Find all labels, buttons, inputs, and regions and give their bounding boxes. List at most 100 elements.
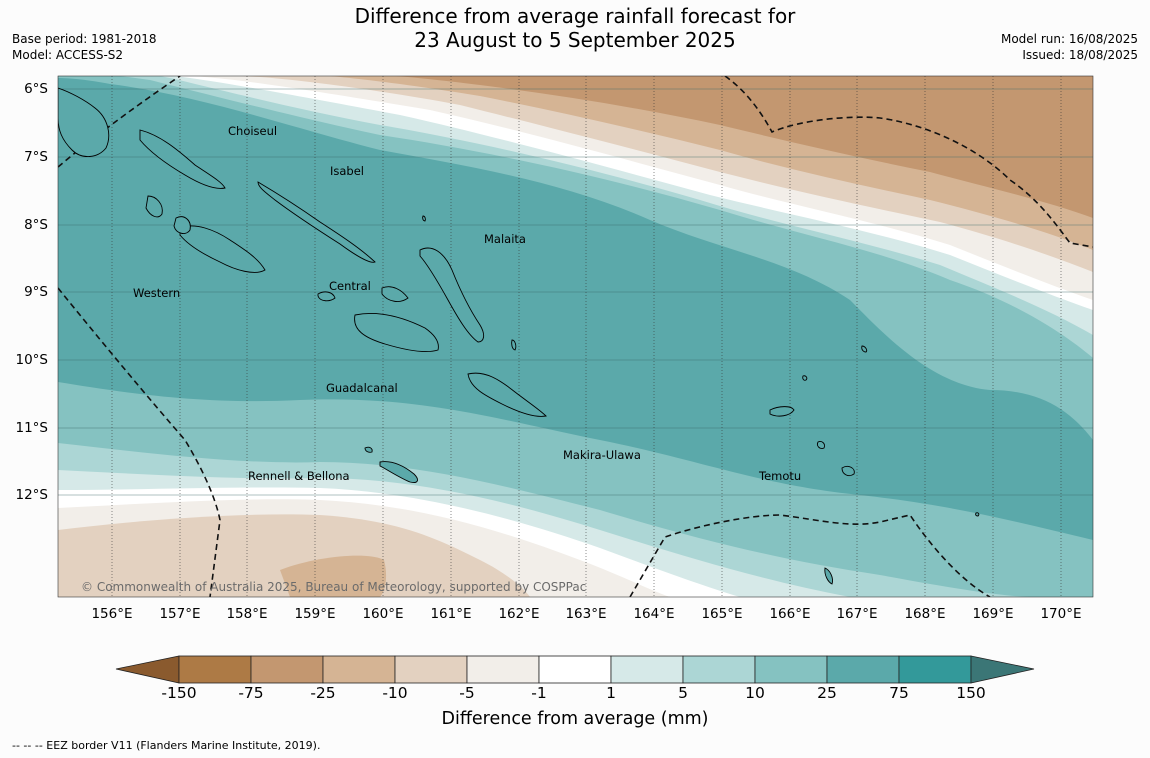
eez-west-border bbox=[58, 287, 221, 597]
colorbar-label-minus5: -5 bbox=[459, 684, 475, 702]
colorbar-low-arrow bbox=[115, 655, 180, 684]
colorbar-label-minus25: -25 bbox=[310, 684, 336, 702]
lon-label-161e: 161°E bbox=[430, 606, 472, 622]
kolombangara-island bbox=[173, 216, 191, 234]
model-name: Model: ACCESS-S2 bbox=[12, 48, 124, 62]
region-label-central: Central bbox=[329, 279, 371, 293]
band-north-minus75 bbox=[390, 76, 1093, 218]
colorbar-swatch-6 bbox=[538, 655, 612, 684]
region-label-choiseul: Choiseul bbox=[228, 124, 278, 138]
region-label-rennell-bellona: Rennell & Bellona bbox=[248, 469, 350, 483]
region-label-isabel: Isabel bbox=[330, 164, 365, 178]
title-line-2: 23 August to 5 September 2025 bbox=[414, 28, 736, 52]
colorbar-label-150: 150 bbox=[956, 684, 986, 702]
colorbar-swatch-3 bbox=[322, 655, 396, 684]
colorbar-swatch-5 bbox=[466, 655, 540, 684]
colorbar-label-25: 25 bbox=[817, 684, 837, 702]
meta-right: Model run: 16/08/2025 Issued: 18/08/2025 bbox=[1001, 31, 1138, 63]
lon-label-167e: 167°E bbox=[836, 606, 878, 622]
colorbar-swatch-7 bbox=[610, 655, 684, 684]
lon-label-163e: 163°E bbox=[565, 606, 607, 622]
lon-label-166e: 166°E bbox=[769, 606, 811, 622]
colorbar-label-minus75: -75 bbox=[238, 684, 264, 702]
new-georgia-island bbox=[179, 225, 266, 273]
colorbar-swatch-9 bbox=[754, 655, 828, 684]
colorbar-swatch-2 bbox=[250, 655, 324, 684]
colorbar-label-minus150: -150 bbox=[161, 684, 197, 702]
colorbar-label-75: 75 bbox=[889, 684, 909, 702]
lon-label-160e: 160°E bbox=[362, 606, 404, 622]
lon-label-159e: 159°E bbox=[294, 606, 336, 622]
title-line-1: Difference from average rainfall forecas… bbox=[354, 4, 796, 28]
anuta-island bbox=[975, 512, 980, 517]
guadalcanal-island bbox=[354, 313, 439, 353]
lat-label-12s: 12°S bbox=[15, 487, 49, 503]
bougainville-island bbox=[58, 87, 110, 157]
ontong-java-island bbox=[422, 215, 426, 222]
colorbar-swatch-4 bbox=[394, 655, 468, 684]
region-label-temotu: Temotu bbox=[759, 469, 802, 483]
colorbar-high-arrow bbox=[970, 655, 1035, 684]
region-label-western: Western bbox=[133, 286, 181, 300]
lon-label-170e: 170°E bbox=[1040, 606, 1082, 622]
copyright-notice: © Commonwealth of Australia 2025, Bureau… bbox=[81, 580, 587, 594]
lon-label-158e: 158°E bbox=[226, 606, 268, 622]
lat-label-7s: 7°S bbox=[24, 149, 48, 165]
lon-label-168e: 168°E bbox=[904, 606, 946, 622]
bellona-island bbox=[364, 446, 373, 453]
issued-date: Issued: 18/08/2025 bbox=[1022, 48, 1138, 62]
region-label-makira-ulawa: Makira-Ulawa bbox=[563, 448, 641, 462]
santa-cruz-island bbox=[769, 406, 795, 417]
eez-legend-note: -- -- -- EEZ border V11 (Flanders Marine… bbox=[12, 739, 321, 752]
reef-islands bbox=[861, 345, 868, 353]
colorbar-label-5: 5 bbox=[678, 684, 688, 702]
map-title: Difference from average rainfall forecas… bbox=[0, 4, 1150, 52]
lon-label-169e: 169°E bbox=[972, 606, 1014, 622]
eez-borders bbox=[58, 76, 1093, 597]
sikaiana-island bbox=[511, 339, 517, 351]
lat-label-8s: 8°S bbox=[24, 217, 48, 233]
colorbar-label-minus10: -10 bbox=[382, 684, 408, 702]
lat-label-11s: 11°S bbox=[15, 420, 49, 436]
lat-label-10s: 10°S bbox=[15, 352, 49, 368]
duff-islands bbox=[802, 375, 808, 381]
colorbar-label-1: 1 bbox=[606, 684, 616, 702]
lat-label-6s: 6°S bbox=[24, 81, 48, 97]
florida-islands bbox=[317, 291, 336, 302]
meta-left: Base period: 1981-2018 Model: ACCESS-S2 bbox=[12, 31, 157, 63]
vanikoro-island bbox=[841, 465, 855, 477]
band-south-minus25 bbox=[280, 555, 387, 597]
lon-label-157e: 157°E bbox=[159, 606, 201, 622]
region-label-guadalcanal: Guadalcanal bbox=[326, 381, 398, 395]
rennell-island bbox=[379, 461, 418, 483]
colorbar-swatch-10 bbox=[826, 655, 900, 684]
colorbar-label-minus1: -1 bbox=[531, 684, 547, 702]
tikopia-island bbox=[824, 567, 833, 585]
lon-label-165e: 165°E bbox=[701, 606, 743, 622]
band-south-minus10 bbox=[58, 514, 530, 597]
choiseul-island bbox=[139, 129, 226, 189]
colorbar-swatch-8 bbox=[682, 655, 756, 684]
isabel-island bbox=[257, 181, 376, 263]
latitude-gridlines bbox=[58, 88, 1093, 496]
makira-island bbox=[467, 372, 547, 417]
lat-label-9s: 9°S bbox=[24, 284, 48, 300]
colorbar-label-10: 10 bbox=[745, 684, 765, 702]
vella-lavella-island bbox=[145, 195, 163, 218]
lon-label-156e: 156°E bbox=[91, 606, 133, 622]
base-period: Base period: 1981-2018 bbox=[12, 32, 157, 46]
colorbar-swatch-1 bbox=[178, 655, 252, 684]
russell-islands bbox=[381, 286, 409, 302]
model-run: Model run: 16/08/2025 bbox=[1000, 32, 1138, 46]
map-frame bbox=[57, 75, 1094, 598]
eez-north-border bbox=[724, 76, 1093, 248]
lon-label-164e: 164°E bbox=[633, 606, 675, 622]
eez-vanuatu-border bbox=[629, 514, 991, 597]
malaita-island bbox=[419, 247, 485, 343]
rainfall-contours bbox=[58, 76, 1093, 597]
colorbar bbox=[115, 655, 1035, 684]
lon-label-162e: 162°E bbox=[498, 606, 540, 622]
colorbar-title: Difference from average (mm) bbox=[441, 709, 709, 729]
colorbar-swatch-11 bbox=[898, 655, 972, 684]
